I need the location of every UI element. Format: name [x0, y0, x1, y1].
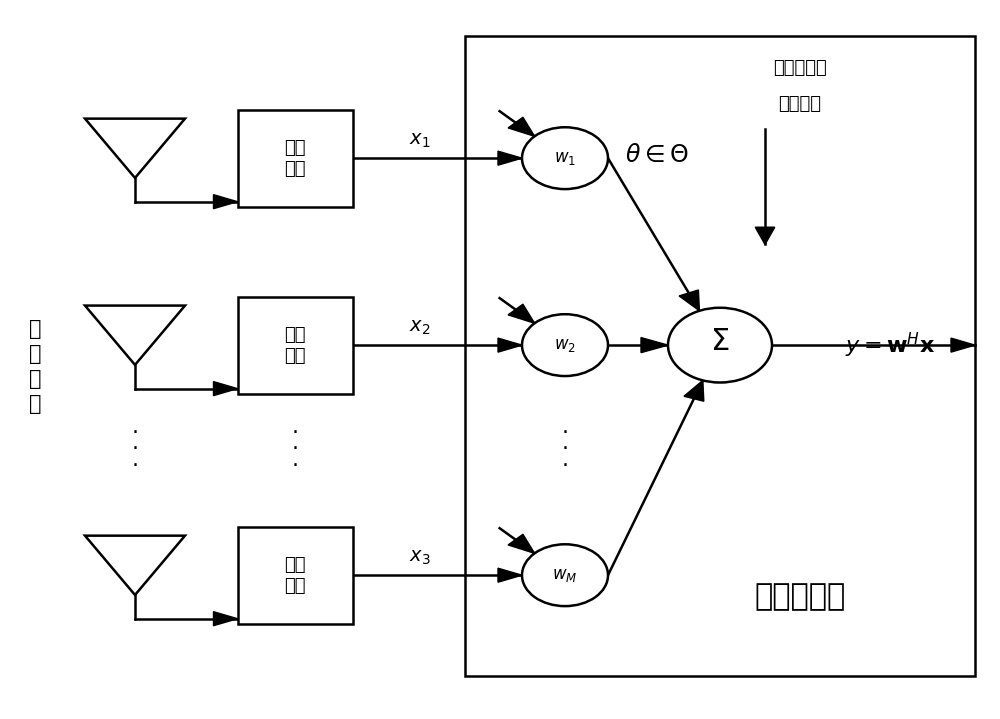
FancyBboxPatch shape — [238, 109, 352, 207]
Polygon shape — [498, 151, 522, 165]
Polygon shape — [641, 338, 668, 352]
Text: 射频
前端: 射频 前端 — [284, 326, 306, 365]
Text: 射频
前端: 射频 前端 — [284, 556, 306, 595]
Polygon shape — [508, 534, 535, 554]
Text: $\Sigma$: $\Sigma$ — [710, 327, 730, 356]
Text: ·
·
·: · · · — [132, 423, 138, 476]
Text: $\theta \in \Theta$: $\theta \in \Theta$ — [625, 142, 689, 167]
Polygon shape — [214, 382, 238, 395]
Polygon shape — [214, 195, 238, 209]
Polygon shape — [498, 568, 522, 582]
FancyBboxPatch shape — [465, 36, 975, 676]
Text: ·
·
·: · · · — [292, 423, 298, 476]
Text: 波束形成器: 波束形成器 — [754, 582, 846, 611]
Circle shape — [522, 314, 608, 376]
Polygon shape — [755, 227, 775, 244]
Polygon shape — [214, 612, 238, 626]
Polygon shape — [498, 338, 522, 352]
FancyBboxPatch shape — [238, 296, 352, 394]
Text: $y = \mathbf{w}^H \mathbf{x}$: $y = \mathbf{w}^H \mathbf{x}$ — [845, 331, 935, 360]
Circle shape — [668, 308, 772, 383]
Polygon shape — [951, 338, 975, 352]
Text: ·
·
·: · · · — [562, 423, 568, 476]
Circle shape — [522, 127, 608, 189]
Text: $w_M$: $w_M$ — [552, 566, 578, 585]
Text: $w_2$: $w_2$ — [554, 336, 576, 354]
Text: $x_1$: $x_1$ — [409, 131, 431, 150]
Text: $w_1$: $w_1$ — [554, 149, 576, 168]
Text: 卫星信号到: 卫星信号到 — [773, 59, 827, 78]
Text: 天
线
阵
元: 天 线 阵 元 — [29, 319, 41, 414]
Text: 射频
前端: 射频 前端 — [284, 139, 306, 178]
Polygon shape — [684, 380, 704, 401]
Text: $x_2$: $x_2$ — [409, 318, 431, 336]
Polygon shape — [679, 290, 699, 311]
Text: $x_3$: $x_3$ — [409, 548, 431, 567]
Polygon shape — [508, 117, 535, 137]
Text: 达角范围: 达角范围 — [778, 95, 822, 114]
Circle shape — [522, 544, 608, 606]
FancyBboxPatch shape — [238, 526, 352, 624]
Polygon shape — [508, 304, 535, 324]
